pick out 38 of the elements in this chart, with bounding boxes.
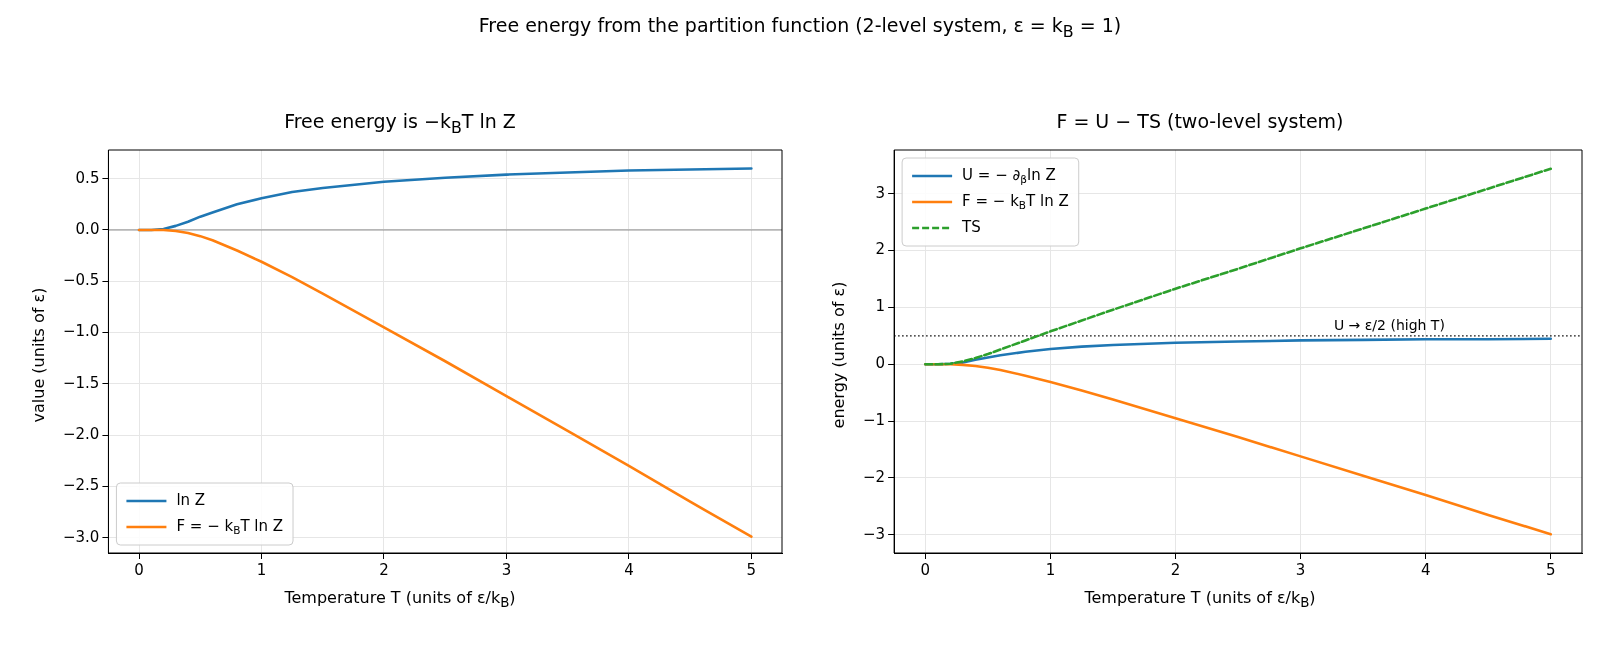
- x-tick-label: 1: [256, 560, 267, 579]
- y-tick-label: −0.5: [62, 271, 100, 290]
- text: Free energy from the partition function (2-level system, ε = k$_{B}$ = 1): [477, 14, 1123, 41]
- x-axis-title: Temperature T (units of ε/k$_{B}$): [283, 588, 517, 611]
- chart-title: F = U − TS (two-level system): [1055, 110, 1345, 132]
- y-tick-label: −3: [862, 524, 886, 543]
- x-tick-label: 3: [1295, 560, 1306, 579]
- ref-line-label: U → ε/2 (high T): [1333, 316, 1445, 333]
- line-series: [924, 167, 1553, 366]
- y-tick-label: 0.5: [75, 168, 100, 187]
- x-tick-label: 3: [501, 560, 512, 579]
- x-axis-title: Temperature T (units of ε/k$_{B}$): [1083, 588, 1317, 611]
- y-axis-title: value (units of ε): [28, 287, 48, 423]
- y-tick-label: 0.0: [75, 219, 100, 238]
- y-tick-label: 0: [875, 354, 886, 373]
- x-tick-label: 0: [920, 560, 931, 579]
- x-tick-label: 5: [1545, 560, 1556, 579]
- x-tick-label: 0: [134, 560, 144, 579]
- y-tick-label: 3: [875, 183, 886, 202]
- legend-label: TS: [961, 217, 981, 236]
- legend-label: ln Z: [176, 490, 206, 509]
- y-tick-label: −2.0: [62, 424, 100, 443]
- x-tick-label: 2: [1170, 560, 1181, 579]
- y-tick-label: 1: [875, 297, 886, 316]
- x-tick-label: 5: [746, 560, 757, 579]
- y-tick-label: −2.5: [62, 476, 100, 495]
- chart-title: Free energy is −k$_{B}$T ln Z: [283, 110, 517, 137]
- x-tick-label: 2: [379, 560, 389, 579]
- y-tick-label: 2: [875, 240, 886, 259]
- y-tick-label: −3.0: [62, 527, 100, 546]
- x-tick-label: 4: [624, 560, 634, 579]
- x-tick-label: 4: [1420, 560, 1431, 579]
- y-tick-label: −1.0: [62, 322, 100, 341]
- y-tick-label: −2: [862, 467, 886, 486]
- y-tick-label: −1: [862, 411, 886, 430]
- y-axis-title: energy (units of ε): [828, 281, 848, 429]
- y-tick-label: −1.5: [62, 373, 100, 392]
- x-tick-label: 1: [1045, 560, 1056, 579]
